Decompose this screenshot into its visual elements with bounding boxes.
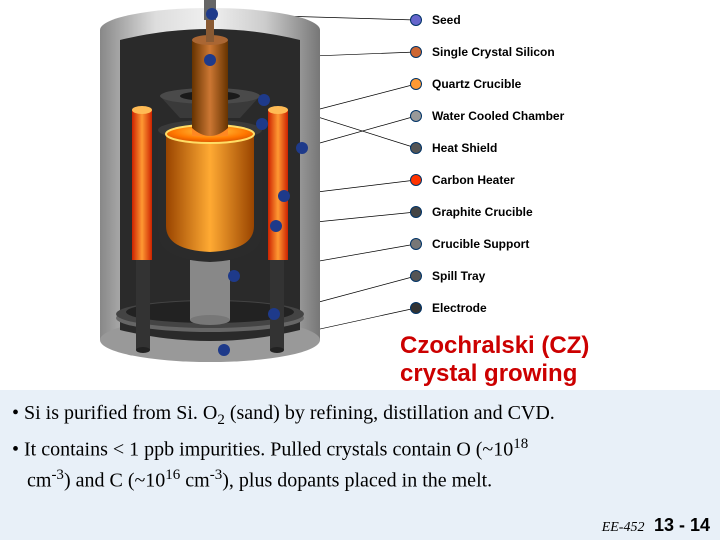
label-text: Heat Shield: [432, 141, 497, 155]
sup: 18: [513, 436, 528, 452]
bullet-icon: [410, 78, 422, 90]
label-text: Spill Tray: [432, 269, 485, 283]
body-text: • Si is purified from Si. O2 (sand) by r…: [12, 400, 708, 498]
bullet-2: • It contains < 1 ppb impurities. Pulled…: [12, 435, 708, 463]
bullet-1: • Si is purified from Si. O2 (sand) by r…: [12, 400, 708, 431]
sub: 2: [217, 412, 225, 428]
label-single-crystal: Single Crystal Silicon: [410, 42, 670, 62]
text: cm: [180, 470, 209, 492]
sup: 16: [165, 467, 180, 483]
title-line2: crystal growing: [400, 360, 680, 388]
bullet-icon: [410, 14, 422, 26]
text: • Si is purified from Si. O: [12, 402, 217, 424]
label-text: Seed: [432, 13, 461, 27]
text: cm: [12, 470, 51, 492]
bullet-icon: [410, 302, 422, 314]
label-text: Quartz Crucible: [432, 77, 521, 91]
label-seed: Seed: [410, 10, 670, 30]
title-line1: Czochralski (CZ): [400, 332, 680, 360]
label-quartz-crucible: Quartz Crucible: [410, 74, 670, 94]
sup: -3: [210, 467, 223, 483]
page-number: 13 - 14: [654, 515, 710, 535]
label-crucible-support: Crucible Support: [410, 234, 670, 254]
footer: EE-452 13 - 14: [602, 515, 710, 536]
bullet-icon: [410, 206, 422, 218]
bullet-icon: [410, 46, 422, 58]
label-electrode: Electrode: [410, 298, 670, 318]
slide-title: Czochralski (CZ) crystal growing: [400, 332, 680, 387]
label-text: Water Cooled Chamber: [432, 109, 564, 123]
label-text: Carbon Heater: [432, 173, 515, 187]
text: ), plus dopants placed in the melt.: [222, 470, 492, 492]
course-code: EE-452: [602, 520, 645, 535]
bullet-icon: [410, 142, 422, 154]
label-heat-shield: Heat Shield: [410, 138, 670, 158]
label-text: Graphite Crucible: [432, 205, 533, 219]
label-text: Single Crystal Silicon: [432, 45, 555, 59]
bullet-2-cont: cm-3) and C (~1016 cm-3), plus dopants p…: [12, 466, 708, 494]
label-water-cooled-chamber: Water Cooled Chamber: [410, 106, 670, 126]
diagram-area: Seed Single Crystal Silicon Quartz Cruci…: [0, 0, 720, 390]
text: (sand) by refining, distillation and CVD…: [225, 402, 555, 424]
bullet-icon: [410, 270, 422, 282]
label-spill-tray: Spill Tray: [410, 266, 670, 286]
text: ) and C (~10: [64, 470, 165, 492]
label-column: Seed Single Crystal Silicon Quartz Cruci…: [410, 10, 670, 330]
sup: -3: [51, 467, 64, 483]
label-text: Crucible Support: [432, 237, 529, 251]
cz-apparatus: [80, 0, 340, 380]
label-carbon-heater: Carbon Heater: [410, 170, 670, 190]
bullet-icon: [410, 174, 422, 186]
text: • It contains < 1 ppb impurities. Pulled…: [12, 438, 513, 460]
bullet-icon: [410, 238, 422, 250]
label-text: Electrode: [432, 301, 487, 315]
bullet-icon: [410, 110, 422, 122]
label-graphite-crucible: Graphite Crucible: [410, 202, 670, 222]
